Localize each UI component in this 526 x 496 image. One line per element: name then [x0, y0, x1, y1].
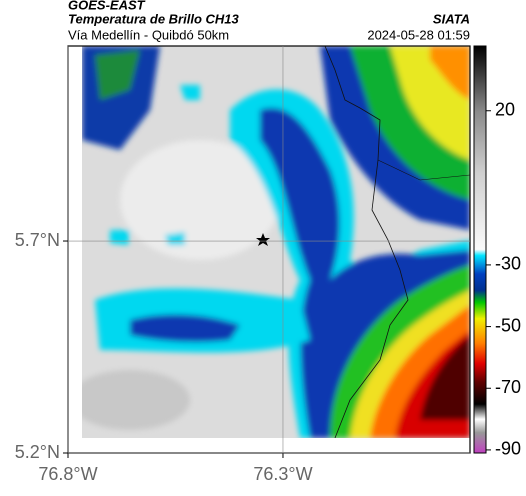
satellite: GOES-EAST	[68, 0, 146, 12]
source: SIATA	[433, 11, 470, 26]
colorbar-tick-label: -70	[495, 377, 521, 397]
satellite-image	[82, 46, 470, 438]
y-tick-label: 5.2°N	[15, 442, 60, 462]
region: Vía Medellín - Quibdó 50km	[68, 27, 229, 42]
product: Temperatura de Brillo CH13	[68, 11, 240, 26]
colorbar-tick-label: -50	[495, 315, 521, 335]
y-tick-label: 5.7°N	[15, 230, 60, 250]
colorbar-tick-label: -30	[495, 254, 521, 274]
x-tick-label: 76.3°W	[253, 464, 312, 484]
colorbar-tick-label: 20	[495, 100, 515, 120]
location-marker	[256, 233, 270, 246]
timestamp: 2024-05-28 01:59	[367, 27, 470, 42]
x-tick-label: 76.8°W	[38, 464, 97, 484]
colorbar	[473, 45, 487, 454]
colorbar-tick-label: -90	[495, 439, 521, 459]
